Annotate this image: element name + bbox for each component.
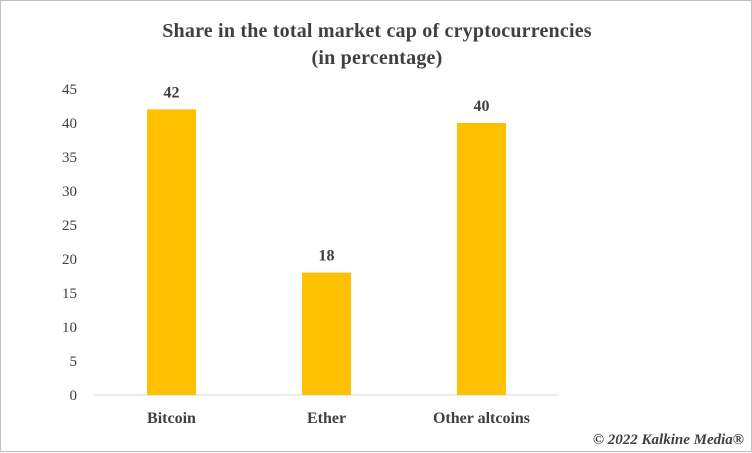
y-tick-label: 30 [62, 184, 77, 200]
y-tick-label: 40 [62, 116, 77, 132]
bar-ether [302, 272, 351, 395]
y-axis: 0 5 10 15 20 25 30 35 40 45 [62, 82, 77, 404]
x-tick-label: Bitcoin [147, 410, 196, 427]
watermark: © 2022 Kalkine Media® [592, 432, 744, 448]
data-label: 40 [474, 98, 490, 115]
y-tick-label: 45 [62, 82, 77, 98]
y-tick-label: 15 [62, 286, 77, 302]
x-tick-label: Ether [307, 410, 346, 427]
data-label: 42 [164, 84, 180, 101]
bars: 42 18 40 [147, 84, 506, 396]
y-tick-label: 5 [70, 354, 78, 370]
y-tick-label: 25 [62, 218, 77, 234]
chart-subtitle: (in percentage) [311, 47, 443, 69]
y-tick-label: 20 [62, 252, 77, 268]
chart-title: Share in the total market cap of cryptoc… [162, 20, 592, 42]
x-tick-label: Other altcoins [433, 410, 530, 427]
x-axis: Bitcoin Ether Other altcoins [147, 410, 530, 427]
data-label: 18 [319, 248, 335, 265]
y-tick-label: 35 [62, 150, 77, 166]
y-tick-label: 0 [70, 388, 78, 404]
bar-bitcoin [147, 109, 196, 396]
y-tick-label: 10 [62, 320, 77, 336]
bar-other-altcoins [457, 123, 506, 395]
